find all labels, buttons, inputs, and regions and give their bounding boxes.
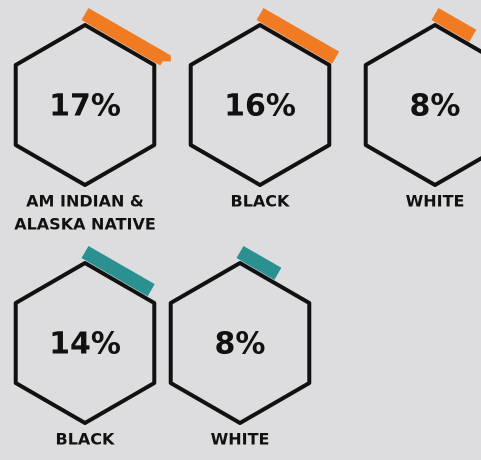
percentage: 8% (410, 89, 461, 124)
percentage: 8% (215, 327, 266, 362)
group-label: WHITE (211, 430, 270, 449)
group-label: ALASKA NATIVE (14, 215, 156, 234)
group-label: BLACK (56, 430, 116, 449)
group-label: AM INDIAN & (26, 192, 144, 211)
progress-band (0, 5, 171, 205)
percentage: 17% (49, 89, 121, 124)
percentage: 16% (224, 89, 296, 124)
group-label: WHITE (406, 192, 465, 211)
hexagon (13, 23, 157, 187)
group-label: BLACK (231, 192, 291, 211)
hexagon (188, 23, 332, 187)
percentage: 14% (49, 327, 121, 362)
hexagon (363, 23, 481, 187)
hexagon (168, 261, 312, 425)
hexagon (13, 261, 157, 425)
